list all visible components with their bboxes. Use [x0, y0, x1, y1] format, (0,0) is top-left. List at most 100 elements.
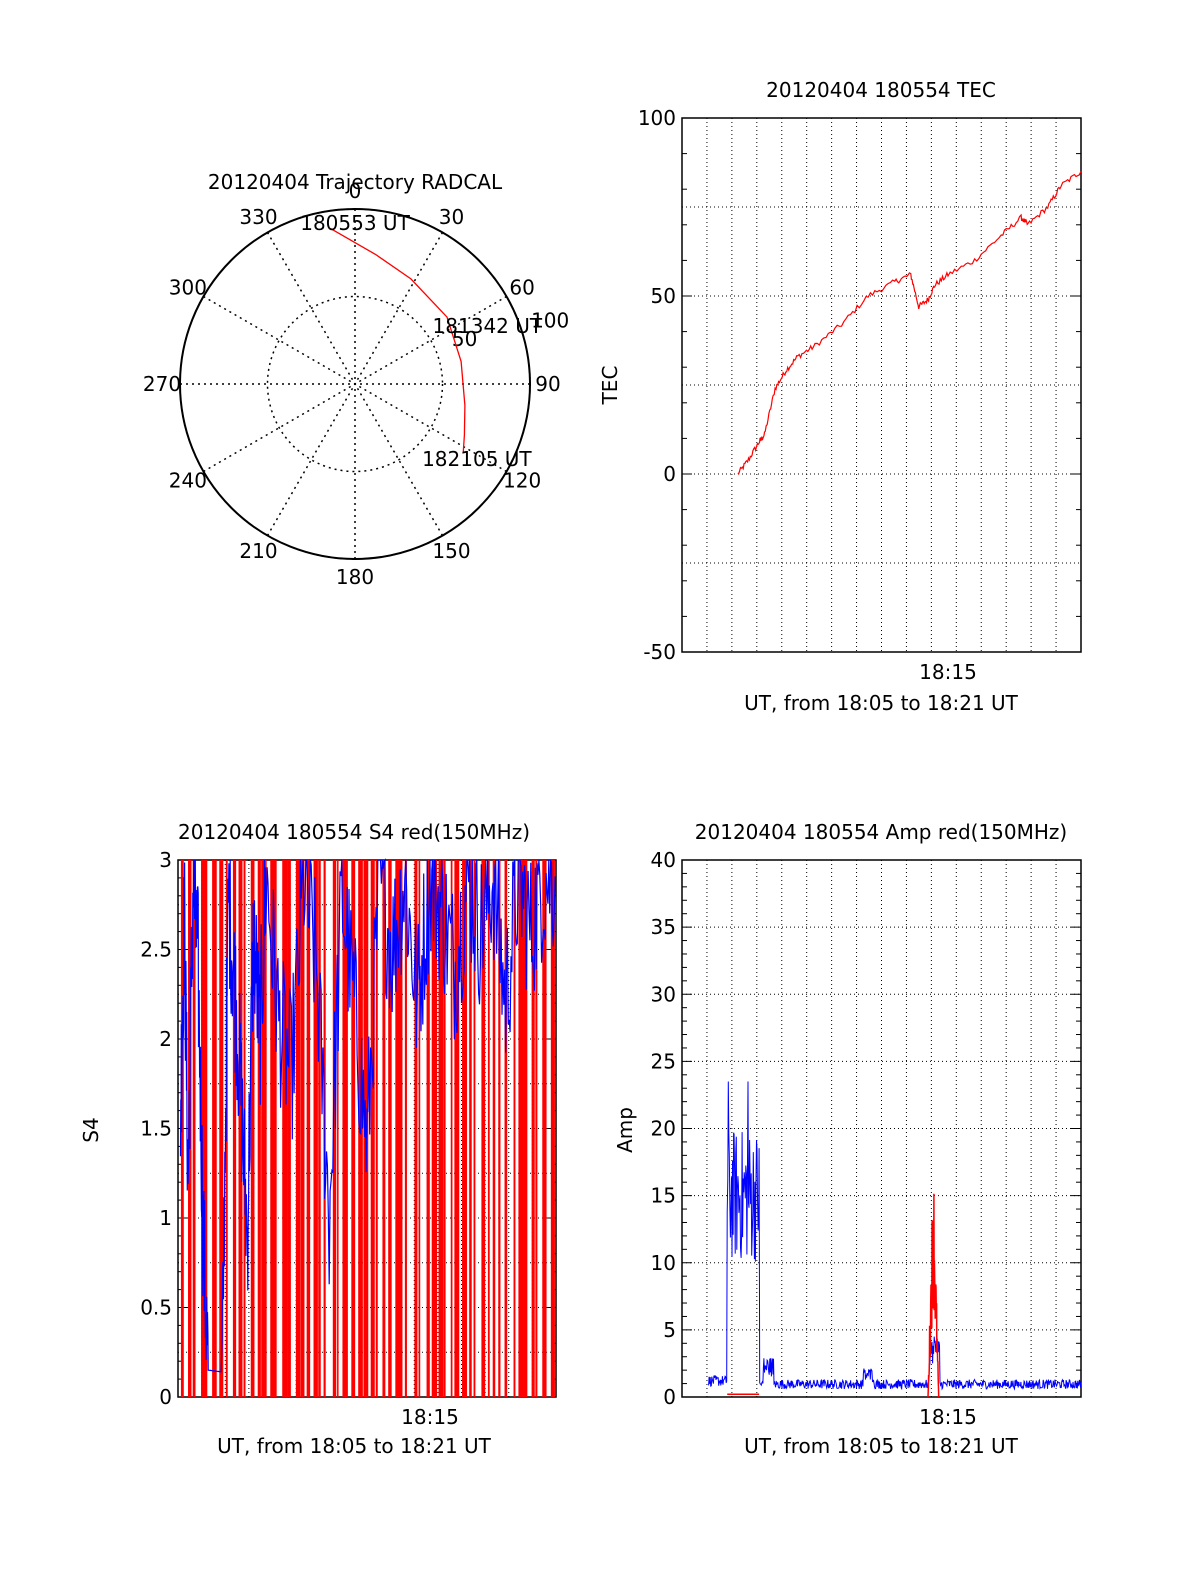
- amp-ytick-label: 5: [663, 1318, 676, 1342]
- s4-ytick-label: 2: [159, 1027, 172, 1051]
- tec-ytick-label: 0: [663, 462, 676, 486]
- s4-red-spike: [492, 860, 496, 1397]
- s4-red-spike: [180, 860, 184, 1397]
- s4-red-spike: [398, 860, 403, 1397]
- s4-red-spike: [370, 860, 375, 1397]
- trajectory-series: [330, 227, 466, 452]
- s4-red-spike: [295, 860, 301, 1397]
- tec-series-line: [737, 171, 1082, 476]
- s4-red-spike: [375, 860, 378, 1397]
- s4-red-spike: [219, 860, 224, 1397]
- s4-red-spike: [282, 860, 288, 1397]
- s4-red-spike: [473, 860, 476, 1397]
- polar-angle-label: 0: [349, 179, 362, 203]
- s4-red-spike: [342, 860, 348, 1397]
- s4-x-axis-label: UT, from 18:05 to 18:21 UT: [217, 1434, 492, 1458]
- s4-red-spike: [469, 860, 472, 1397]
- s4-red-spike: [274, 860, 277, 1397]
- trajectory-time-label: 182105 UT: [422, 447, 532, 471]
- s4-xtick-label: 18:15: [401, 1405, 459, 1429]
- s4-title: 20120404 180554 S4 red(150MHz): [178, 820, 530, 844]
- s4-y-axis-label: S4: [79, 1117, 103, 1142]
- polar-angle-label: 150: [432, 539, 470, 563]
- s4-red-spike: [462, 860, 467, 1397]
- s4-red-spike: [318, 860, 321, 1397]
- trajectory-annotations: 180553 UT 181342 UT 182105 UT: [300, 211, 543, 471]
- s4-red-spike: [205, 860, 208, 1397]
- amp-ytick-label: 15: [651, 1184, 676, 1208]
- amp-panel: 20120404 180554 Amp red(150MHz) 0 5 10 15 20…: [613, 820, 1082, 1458]
- amp-ytick-label: 35: [651, 915, 676, 939]
- amp-xtick-label: 18:15: [919, 1405, 977, 1429]
- s4-red-spike: [418, 860, 421, 1397]
- s4-red-spike: [535, 860, 538, 1397]
- s4-red-spike: [438, 860, 444, 1397]
- s4-ytick-label: 0: [159, 1385, 172, 1409]
- s4-red-spike: [332, 860, 337, 1397]
- s4-red-spike: [201, 860, 207, 1397]
- s4-ytick-label: 3: [159, 848, 172, 872]
- polar-angle-labels: 0 30 60 90 120 150 180 210 240 270 300 330: [143, 179, 561, 589]
- amp-x-axis-label: UT, from 18:05 to 18:21 UT: [744, 1434, 1019, 1458]
- s4-red-spike: [313, 860, 318, 1397]
- tec-frame: [681, 117, 1082, 653]
- amp-blue-line: [708, 1081, 1082, 1391]
- s4-red-spike: [192, 860, 196, 1397]
- trajectory-time-label: 181342 UT: [433, 314, 543, 338]
- amp-ytick-label: 20: [651, 1117, 676, 1141]
- s4-red-spike: [504, 860, 508, 1397]
- amp-frame: [681, 859, 1082, 1398]
- s4-red-spike: [498, 860, 501, 1397]
- s4-red-spike: [300, 860, 305, 1397]
- s4-red-spike: [454, 860, 460, 1397]
- s4-red-spike: [450, 860, 453, 1397]
- s4-red-spike: [513, 860, 516, 1397]
- s4-red-spike: [250, 860, 255, 1397]
- amp-ytick-label: 40: [651, 848, 676, 872]
- polar-ring-label: 100: [531, 309, 569, 333]
- s4-red-spike: [523, 860, 528, 1397]
- s4-red-spike: [395, 860, 399, 1397]
- trajectory-panel: 20120404 Trajectory RADCAL 0 30 60 90 120 150…: [143, 170, 569, 589]
- s4-red-spike: [487, 860, 490, 1397]
- polar-angle-label: 180: [336, 565, 374, 589]
- s4-ytick-label: 2.5: [140, 938, 172, 962]
- s4-red-spike: [431, 860, 438, 1397]
- s4-red-spike: [257, 860, 261, 1397]
- amp-ytick-label: 25: [651, 1049, 676, 1073]
- polar-angle-label: 300: [169, 276, 207, 300]
- amp-ytick-label: 10: [651, 1251, 676, 1275]
- trajectory-time-label: 180553 UT: [300, 211, 410, 235]
- polar-angle-label: 90: [535, 372, 560, 396]
- s4-red-spike: [531, 860, 535, 1397]
- tec-ytick-label: 100: [638, 106, 676, 130]
- s4-red-spike: [270, 860, 275, 1397]
- s4-red-spike: [542, 860, 547, 1397]
- amp-ytick-label: 0: [663, 1385, 676, 1409]
- s4-red-spike: [238, 860, 243, 1397]
- s4-red-spike: [550, 860, 555, 1397]
- polar-grid: [179, 208, 531, 560]
- polar-spoke: [266, 232, 444, 536]
- polar-angle-label: 240: [169, 469, 207, 493]
- polar-outer-circle: [179, 208, 531, 560]
- tec-y-axis-label: TEC: [598, 366, 622, 406]
- s4-red-spike: [382, 860, 386, 1397]
- s4-ytick-label: 1.5: [140, 1117, 172, 1141]
- tec-x-axis-label: UT, from 18:05 to 18:21 UT: [744, 691, 1019, 715]
- polar-angle-label: 60: [509, 276, 534, 300]
- tec-panel: 20120404 180554 TEC -50 0 50 100 18:15 TEC U…: [598, 78, 1082, 715]
- s4-red-spike: [426, 860, 430, 1397]
- polar-angle-label: 330: [239, 205, 277, 229]
- s4-red-spike: [232, 860, 237, 1397]
- polar-angle-label: 270: [143, 372, 181, 396]
- amp-red-line: [927, 1193, 940, 1398]
- amp-ytick-label: 30: [651, 982, 676, 1006]
- s4-red-spike: [414, 860, 418, 1397]
- s4-ytick-label: 1: [159, 1206, 172, 1230]
- tec-ytick-label: -50: [643, 640, 676, 664]
- trajectory-line: [330, 227, 466, 452]
- s4-blue-line: [179, 857, 556, 1373]
- s4-red-spike: [351, 860, 356, 1397]
